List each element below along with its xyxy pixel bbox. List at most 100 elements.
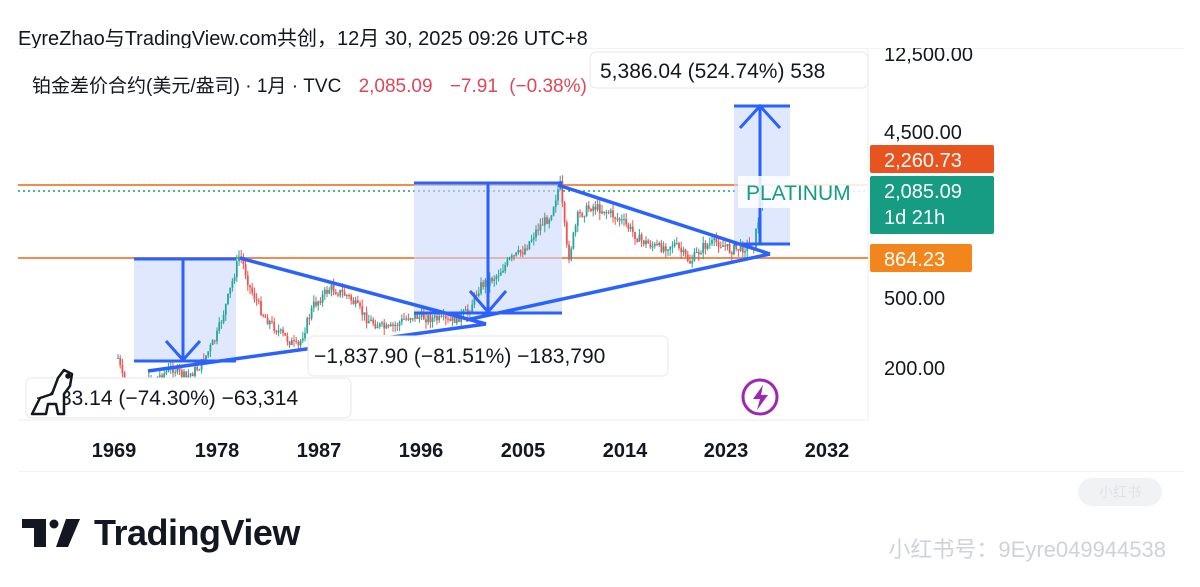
measure-3-label-bg [589,51,869,89]
candle-body [180,370,183,378]
candle-body [596,204,599,210]
candle-body [537,229,540,231]
price-label-2085: 2,085.09 1d 21h [870,176,994,234]
candle-body [224,303,227,315]
candle-body [315,301,317,306]
measure-box-3[interactable] [734,106,790,244]
candle-body [647,240,650,244]
candle-body [658,242,661,246]
candle-body [671,246,674,248]
candle-body [574,225,577,233]
candle-body [312,301,315,308]
candle-body [268,321,271,325]
price-axis[interactable]: 12,500.00 4,500.00 500.00 200.00 [884,44,973,380]
candle-body [394,325,397,327]
candle-body [367,321,370,324]
y-tick-500: 500.00 [884,288,945,310]
candle-body [618,218,621,221]
x-tick-2023: 2023 [704,440,749,462]
candle-body [189,373,192,376]
candle-body [484,280,487,287]
candle-body [557,189,559,201]
candle-body [365,312,368,324]
candle-body [229,287,232,294]
candle-body [669,246,672,250]
candle-body [308,318,311,320]
x-tick-2032: 2032 [805,440,850,462]
candle-body [117,357,119,359]
candle-body [418,316,421,319]
symbol-name: 铂金差价合约(美元/盎司) [32,75,240,97]
candle-body [409,318,412,320]
candle-body [299,340,302,346]
candle-body [601,211,603,214]
candle-body [649,243,652,248]
candle-body [407,318,410,320]
candle-body [119,357,122,366]
dinosaur-icon [30,368,74,416]
x-tick-2005: 2005 [501,440,546,462]
candle-body [519,249,522,253]
candle-body [427,315,430,323]
candle-body [341,289,344,292]
candle-body [374,323,377,329]
candle-body [623,218,625,220]
candle-body [678,243,680,249]
x-tick-1969: 1969 [92,440,137,462]
candle-body [359,302,361,307]
candle-body [222,314,225,323]
candle-body [741,243,744,253]
candle-body [530,239,533,242]
x-tick-1987: 1987 [297,440,342,462]
measure-3-label: 5,386.04 (524.74%) 538 [600,60,825,83]
candle-body [627,224,630,229]
candle-body [165,371,168,374]
candle-body [398,322,401,326]
candle-body [361,306,364,315]
candle-body [660,242,663,252]
candle-body [464,309,467,311]
price-label-2260: 2,260.73 [870,145,994,173]
candle-body [185,371,188,378]
trendline-2-upper [557,183,771,256]
candle-body [438,315,441,321]
candle-body [656,243,658,246]
candle-body [447,318,449,320]
candle-body [711,240,713,244]
candle-body [726,244,729,247]
candle-body [328,289,331,294]
trendline-1-upper [239,256,487,326]
candle-body [568,244,570,260]
chart-container[interactable]: 铂金差价合约(美元/盎司) · 1月 · TVC 2,085.09 −7.91 … [18,44,1184,473]
candle-body [326,289,328,294]
time-axis[interactable]: 1969 1978 1987 1996 2005 2014 2023 2032 [92,440,850,462]
candle-body [506,259,509,266]
tradingview-logo-icon [22,519,80,547]
candle-body [414,314,416,319]
lightning-icon[interactable] [741,378,779,416]
candle-body [425,319,427,323]
candle-body [585,205,588,217]
candle-body [708,243,711,245]
candle-body [244,264,247,276]
candle-body [411,318,414,320]
candle-body [517,249,520,253]
xiaohongshu-watermark: 小红书号：9Eyre049944538 [888,537,1166,562]
candle-body [231,280,234,288]
candle-body [561,180,564,203]
candle-body [235,261,238,278]
candle-body [609,210,612,214]
measure-box-1[interactable] [134,259,236,361]
candle-body [216,330,218,342]
symbol-change-pct: (−0.38%) [509,76,587,97]
x-tick-1978: 1978 [195,440,240,462]
candle-body [550,215,553,220]
candle-body [253,292,256,300]
candle-body [625,218,628,225]
candle-body [719,246,722,248]
candle-body [191,373,194,377]
measure-3-arrowhead [738,103,782,130]
tradingview-brand[interactable]: TradingView [22,512,300,554]
candle-body [491,278,493,282]
candle-body [715,238,718,243]
